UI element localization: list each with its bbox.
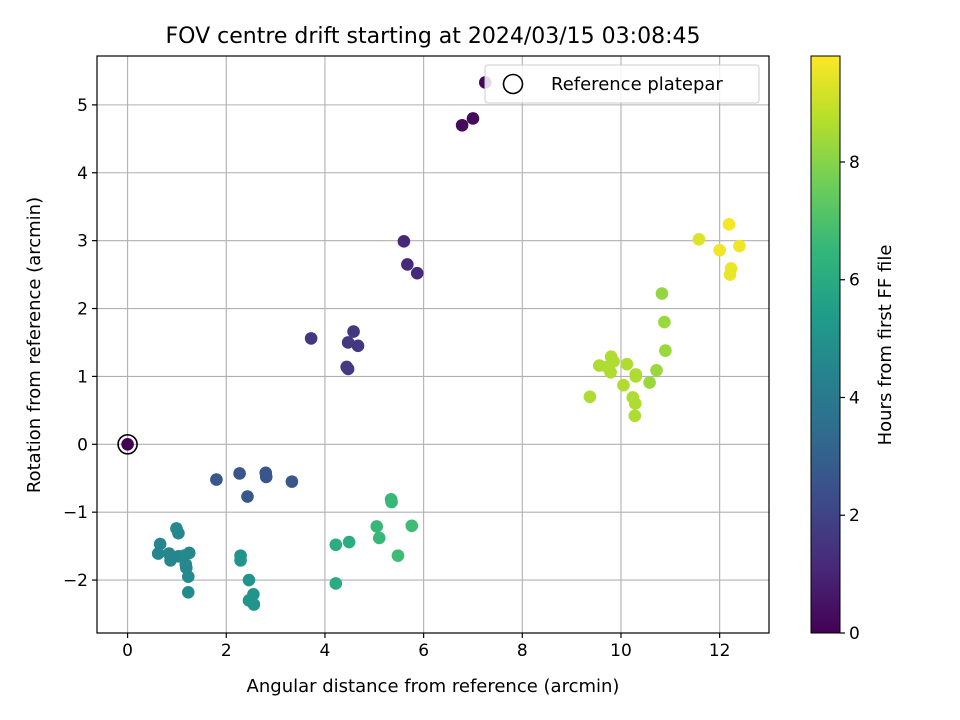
y-tick-label-2: 0	[77, 435, 88, 455]
data-point-18	[285, 475, 299, 488]
legend-entry-reference: Reference platepar	[551, 74, 723, 95]
data-point-10	[351, 339, 365, 353]
data-point-61	[583, 390, 597, 404]
y-tick-label-7: 5	[77, 96, 88, 116]
data-point-42	[385, 495, 398, 509]
data-point-65	[692, 232, 706, 246]
grid	[97, 56, 769, 633]
data-point-60	[617, 378, 630, 392]
data-point-43	[370, 520, 384, 533]
data-point-59	[629, 370, 643, 383]
y-axis-label: Rotation from reference (arcmin)	[24, 197, 45, 493]
data-point-12	[341, 362, 355, 376]
x-tick-label-2: 4	[320, 641, 331, 661]
data-point-22	[151, 547, 165, 560]
data-point-49	[659, 344, 672, 357]
data-point-15	[241, 490, 254, 503]
data-point-31	[181, 585, 195, 599]
plot-frame	[96, 55, 770, 634]
data-point-33	[234, 554, 247, 567]
colorbar-ticks: 0 2 4 6 8	[840, 153, 860, 644]
data-point-30	[181, 570, 195, 583]
x-tick-label-6: 12	[709, 641, 731, 661]
data-point-13	[210, 473, 223, 486]
data-point-17	[259, 470, 273, 484]
data-point-64	[628, 409, 642, 423]
y-tick-label-1: −1	[63, 503, 88, 523]
x-axis-label: Angular distance from reference (arcmin)	[247, 676, 620, 697]
x-tick-label-4: 8	[517, 641, 528, 661]
data-point-44	[372, 531, 386, 545]
chart-title: FOV centre drift starting at 2024/03/15 …	[166, 24, 701, 49]
legend-marker-reference	[502, 73, 524, 95]
data-point-5	[401, 258, 414, 271]
data-point-14	[233, 467, 246, 480]
x-tick-label-5: 10	[610, 641, 632, 661]
data-point-56	[604, 366, 617, 379]
x-tick-label-1: 2	[221, 641, 232, 661]
legend: Reference platepar	[484, 64, 760, 104]
colorbar: 0 2 4 6 8 Hours from first FF file	[810, 55, 896, 644]
data-point-48	[658, 315, 671, 329]
data-point-37	[247, 598, 261, 611]
data-point-57	[620, 357, 634, 371]
y-tick-label-0: −2	[63, 571, 88, 591]
data-points	[121, 76, 746, 611]
data-point-55	[607, 355, 620, 368]
legend-box	[484, 64, 760, 104]
data-point-66	[722, 218, 736, 231]
data-point-7	[304, 332, 318, 345]
y-tick-label-5: 3	[77, 232, 88, 252]
colorbar-tick-label-0: 0	[849, 624, 860, 644]
data-point-4	[397, 235, 411, 248]
data-point-34	[242, 573, 256, 587]
data-point-50	[650, 363, 663, 377]
data-point-8	[347, 325, 360, 338]
data-point-40	[329, 577, 343, 590]
data-point-45	[405, 519, 419, 533]
x-tick-label-0: 0	[122, 641, 133, 661]
data-point-70	[723, 268, 737, 281]
colorbar-tick-label-3: 6	[849, 271, 860, 291]
data-point-27	[182, 546, 196, 560]
x-tick-label-3: 6	[418, 641, 429, 661]
data-point-67	[713, 243, 726, 257]
data-point-2	[455, 118, 469, 132]
y-tick-label-4: 2	[77, 300, 88, 320]
data-point-38	[329, 538, 343, 552]
data-point-6	[410, 266, 424, 280]
data-point-68	[733, 239, 746, 253]
data-point-0	[121, 437, 134, 451]
y-tick-label-6: 4	[77, 164, 88, 184]
colorbar-tick-label-1: 2	[849, 506, 860, 526]
reference-marker	[117, 433, 138, 455]
data-point-39	[342, 535, 356, 549]
data-point-51	[643, 376, 656, 389]
y-tick-label-3: 1	[77, 367, 88, 387]
colorbar-tick-label-4: 8	[849, 153, 860, 173]
colorbar-gradient	[810, 55, 841, 634]
data-point-9	[341, 336, 355, 349]
data-point-3	[466, 112, 480, 125]
data-point-20	[172, 526, 185, 540]
colorbar-label: Hours from first FF file	[875, 245, 896, 446]
data-point-63	[628, 397, 642, 410]
data-point-21	[153, 537, 167, 551]
data-point-47	[655, 287, 669, 300]
colorbar-tick-label-2: 4	[849, 388, 860, 408]
data-point-46	[391, 549, 405, 562]
